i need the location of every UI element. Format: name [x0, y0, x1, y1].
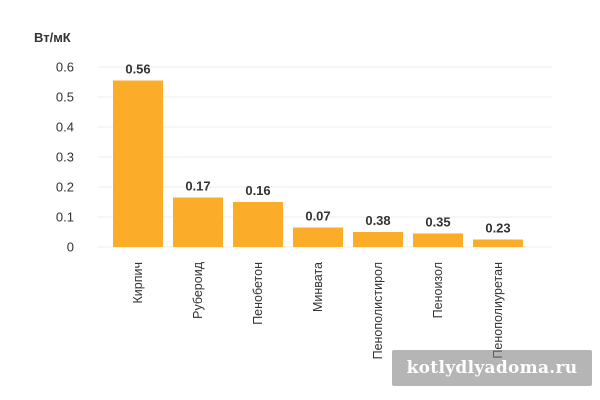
y-tick-label: 0.1	[56, 210, 74, 225]
bar	[113, 80, 163, 247]
watermark-badge: kotlydlyadoma.ru	[392, 350, 592, 386]
watermark-text: kotlydlyadoma.ru	[406, 358, 578, 378]
data-labels: 0.56 0.17 0.16 0.07 0.38 0.35 0.23	[125, 62, 510, 236]
y-tick-label: 0.2	[56, 180, 74, 195]
x-tick-label: Минвата	[311, 262, 325, 312]
x-tick-label: Пенополиуретан	[491, 262, 505, 359]
bar	[413, 233, 463, 247]
y-tick-label: 0.3	[56, 150, 74, 165]
data-label: 0.17	[185, 179, 210, 194]
x-tick-label: Пенобетон	[251, 262, 265, 325]
y-tick-label: 0.5	[56, 90, 74, 105]
y-tick-label: 0.4	[56, 120, 74, 135]
bar	[473, 239, 523, 247]
x-tick-label: Пеноизол	[431, 262, 445, 318]
bar	[173, 197, 223, 247]
x-tick-label: Пенополистирол	[371, 262, 385, 359]
bar	[233, 202, 283, 247]
x-tick-label: Кирпич	[131, 262, 145, 303]
y-axis-label: Вт/мК	[34, 30, 71, 45]
y-axis-ticks: 0 0.1 0.2 0.3 0.4 0.5 0.6	[56, 60, 74, 255]
data-label: 0.56	[125, 62, 150, 77]
data-label: 0.16	[245, 183, 270, 198]
data-label: 0.23	[485, 221, 510, 236]
data-label: 0.38	[365, 213, 390, 228]
x-tick-label: Рубероид	[191, 261, 205, 319]
bars	[113, 80, 523, 247]
bar	[293, 227, 343, 247]
data-label: 0.35	[425, 215, 450, 230]
y-tick-label: 0.6	[56, 60, 74, 75]
bar	[353, 232, 403, 247]
data-label: 0.07	[305, 209, 330, 224]
y-tick-label: 0	[67, 240, 74, 255]
x-axis-ticks: Кирпич Рубероид Пенобетон Минвата Пенополист…	[131, 261, 505, 359]
